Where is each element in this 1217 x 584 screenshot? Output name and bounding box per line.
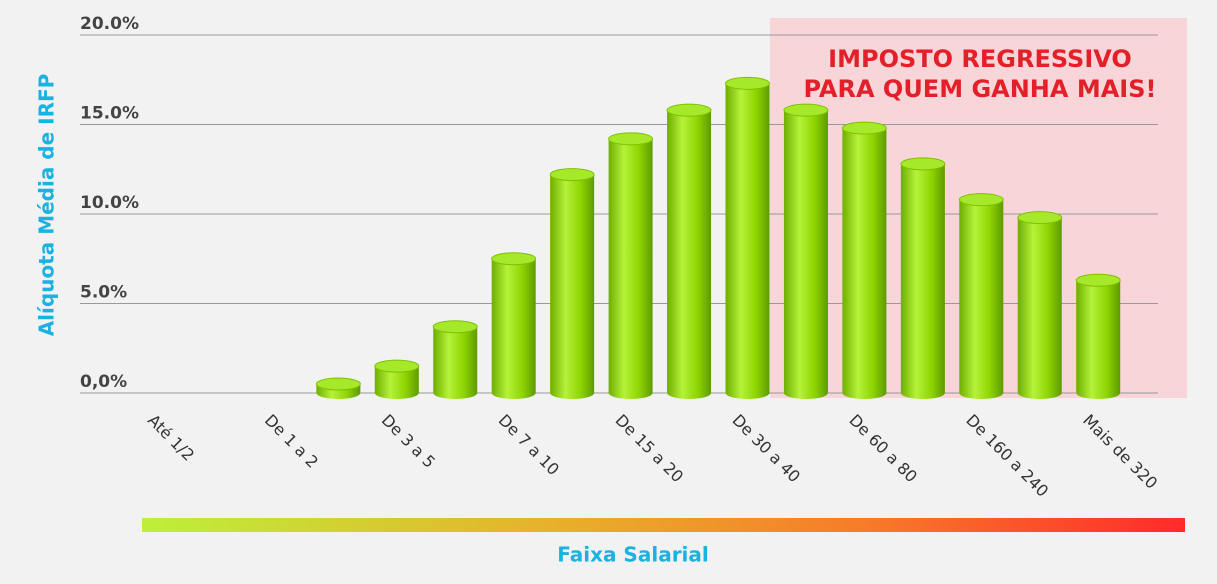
- bar-top: [841, 121, 887, 135]
- bar: [959, 199, 1004, 399]
- bar: [842, 128, 887, 399]
- y-tick-label: 20.0%: [80, 14, 139, 34]
- x-tick-label: De 15 a 20: [612, 411, 688, 487]
- y-tick-label: 15.0%: [80, 104, 139, 124]
- bar-top: [725, 76, 770, 90]
- bar: [1017, 217, 1062, 399]
- x-tick-label: Mais de 320: [1079, 411, 1161, 493]
- x-tick-label: Até 1/2: [144, 411, 198, 465]
- bar-top: [783, 103, 829, 117]
- bar: [433, 326, 478, 399]
- salary-scale: [142, 518, 1185, 532]
- bar-top: [608, 132, 654, 146]
- x-tick-label: De 60 a 80: [845, 411, 921, 487]
- bar: [608, 138, 653, 399]
- bar: [725, 83, 770, 399]
- annotation: PARA QUEM GANHA MAIS!: [804, 75, 1157, 103]
- x-tick-label: De 1 a 2: [261, 411, 322, 472]
- bar-top: [374, 359, 420, 373]
- bar-top: [900, 157, 946, 171]
- y-tick-label: 0,0%: [80, 372, 127, 392]
- x-tick-label: De 7 a 10: [495, 411, 563, 479]
- bar: [667, 110, 712, 399]
- bar-top: [666, 103, 712, 117]
- bar: [374, 366, 419, 399]
- bar: [783, 110, 828, 400]
- bar: [1076, 280, 1121, 399]
- bar-top: [1017, 211, 1063, 225]
- x-tick-label: De 3 a 5: [378, 411, 439, 472]
- bar: [900, 163, 945, 399]
- y-axis-label: Alíquota Média de IRFP: [35, 74, 59, 337]
- bar: [491, 258, 536, 399]
- bar-top: [491, 252, 537, 266]
- annotation: IMPOSTO REGRESSIVO: [828, 45, 1132, 73]
- bar-top: [958, 193, 1004, 207]
- bar-top: [315, 377, 361, 391]
- y-tick-label: 10.0%: [80, 193, 139, 213]
- bar: [550, 174, 595, 399]
- bar-top: [1075, 273, 1121, 287]
- x-axis-label: Faixa Salarial: [557, 543, 709, 567]
- bar-top: [432, 320, 478, 334]
- bar-top: [549, 168, 595, 182]
- y-tick-label: 5.0%: [80, 283, 127, 303]
- x-tick-label: De 160 a 240: [962, 411, 1052, 501]
- x-tick-label: De 30 a 40: [728, 411, 804, 487]
